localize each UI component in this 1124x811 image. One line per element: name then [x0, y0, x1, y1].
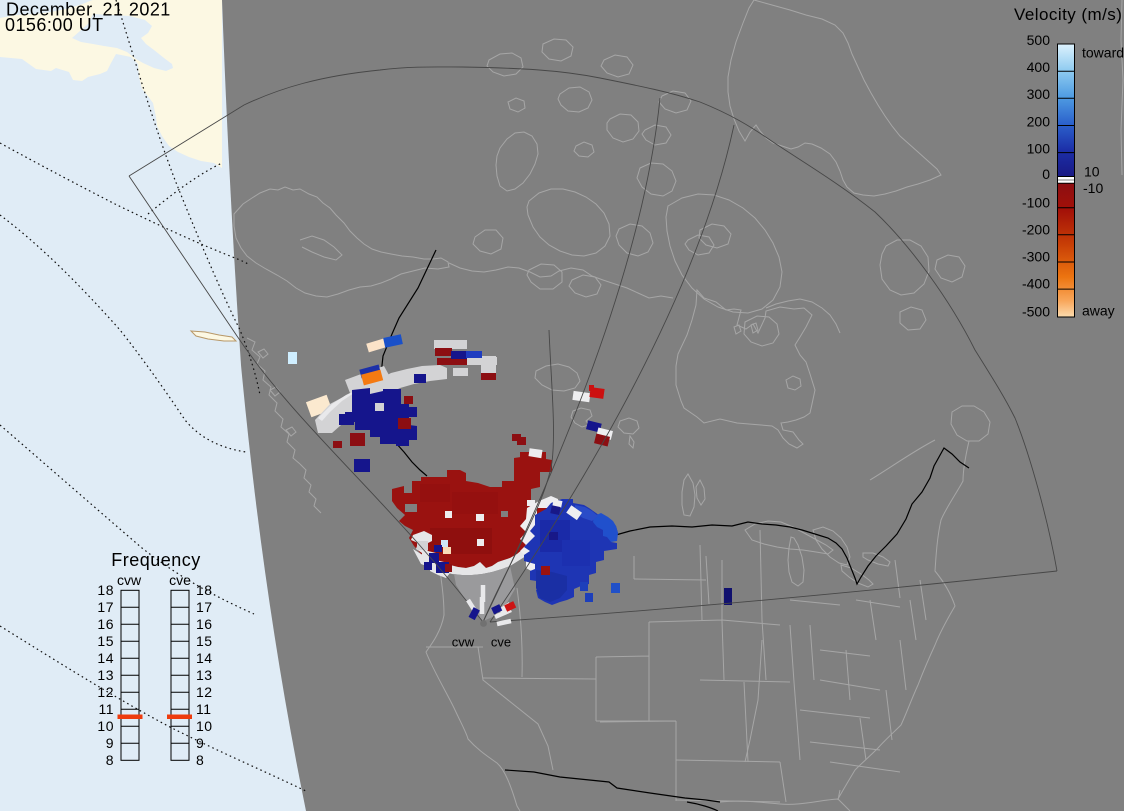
svg-text:-300: -300: [1022, 249, 1050, 265]
svg-text:-10: -10: [1083, 180, 1103, 196]
svg-text:17: 17: [196, 599, 213, 615]
svg-text:Frequency: Frequency: [111, 550, 201, 570]
svg-text:0: 0: [1042, 166, 1050, 182]
svg-text:10: 10: [1084, 164, 1100, 180]
svg-text:-500: -500: [1022, 304, 1050, 320]
svg-text:13: 13: [196, 667, 213, 683]
svg-text:11: 11: [196, 701, 212, 717]
svg-text:14: 14: [196, 650, 213, 666]
svg-text:8: 8: [106, 752, 114, 768]
svg-text:10: 10: [196, 718, 213, 734]
svg-text:cvw: cvw: [117, 572, 142, 588]
svg-text:cve: cve: [491, 635, 511, 650]
svg-text:14: 14: [97, 650, 114, 666]
svg-text:-200: -200: [1022, 222, 1050, 238]
svg-text:100: 100: [1027, 140, 1051, 156]
svg-text:December, 21 2021: December, 21 2021: [6, 0, 171, 20]
svg-text:11: 11: [98, 701, 114, 717]
svg-text:12: 12: [196, 684, 213, 700]
svg-text:15: 15: [97, 633, 114, 649]
svg-text:Velocity (m/s): Velocity (m/s): [1014, 5, 1122, 24]
svg-text:200: 200: [1027, 113, 1051, 129]
svg-text:15: 15: [196, 633, 213, 649]
svg-text:9: 9: [196, 735, 204, 751]
svg-text:18: 18: [97, 582, 114, 598]
svg-text:300: 300: [1027, 86, 1051, 102]
svg-text:9: 9: [106, 735, 114, 751]
svg-text:16: 16: [97, 616, 114, 632]
svg-text:away: away: [1082, 303, 1115, 319]
svg-text:400: 400: [1027, 59, 1051, 75]
svg-text:12: 12: [97, 684, 114, 700]
svg-text:500: 500: [1027, 32, 1051, 48]
svg-text:18: 18: [196, 582, 213, 598]
svg-text:8: 8: [196, 752, 204, 768]
svg-text:17: 17: [97, 599, 114, 615]
svg-text:cve: cve: [169, 572, 191, 588]
svg-text:-100: -100: [1022, 195, 1050, 211]
svg-text:-400: -400: [1022, 276, 1050, 292]
svg-text:0156:00 UT: 0156:00 UT: [5, 15, 104, 35]
svg-text:10: 10: [97, 718, 114, 734]
svg-text:13: 13: [97, 667, 114, 683]
svg-text:toward: toward: [1082, 45, 1124, 61]
svg-text:16: 16: [196, 616, 213, 632]
svg-text:cvw: cvw: [452, 635, 475, 650]
